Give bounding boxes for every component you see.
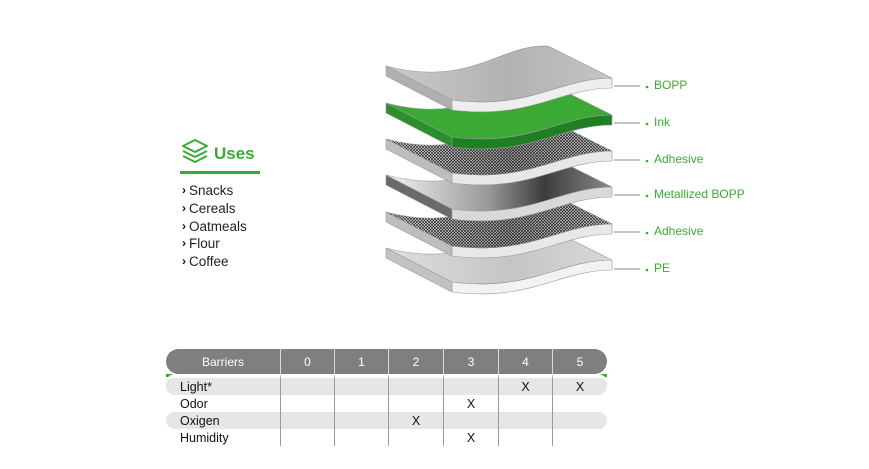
barrier-cell: X (443, 429, 498, 446)
uses-item: › Flour (182, 235, 290, 253)
barrier-cell (498, 395, 552, 412)
uses-item: › Cereals (182, 200, 290, 218)
barrier-name: Oxigen (166, 412, 280, 429)
leader-dot (645, 231, 649, 235)
leader-dot (645, 159, 649, 163)
barrier-cell (334, 412, 388, 429)
uses-header: Uses (180, 136, 290, 166)
leader-dot (645, 122, 649, 126)
barriers-header-row: Barriers 0 1 2 3 4 5 (166, 349, 607, 374)
barrier-cell (280, 429, 334, 446)
barriers-table: Barriers 0 1 2 3 4 5 Light* X X Odor X (166, 349, 607, 446)
uses-list: › Snacks › Cereals › Oatmeals › Flour › Coffe… (182, 182, 290, 271)
barrier-cell (334, 374, 388, 395)
level-header: 5 (552, 349, 607, 374)
barrier-cell (443, 412, 498, 429)
layer-shading (386, 45, 612, 102)
leader-dot (645, 268, 649, 272)
barrier-cell (280, 412, 334, 429)
uses-item: › Snacks (182, 182, 290, 200)
barrier-cell (552, 429, 607, 446)
barrier-name: Humidity (180, 430, 229, 445)
barrier-cell: X (498, 374, 552, 395)
uses-item: › Coffee (182, 253, 290, 271)
barrier-name: Light* (166, 374, 280, 395)
barrier-cell (334, 395, 388, 412)
uses-item-label: Oatmeals (189, 218, 247, 234)
barrier-cell: X (388, 412, 443, 429)
barrier-cell (552, 412, 607, 429)
layer-label-pe: PE (654, 261, 671, 275)
leader-dot (645, 85, 649, 89)
leader-dot (645, 194, 649, 198)
chevron-right-icon: › (182, 200, 186, 215)
uses-item-label: Cereals (189, 200, 236, 216)
barrier-cell (552, 395, 607, 412)
uses-item-label: Snacks (189, 183, 234, 198)
chevron-right-icon: › (182, 183, 186, 197)
layer-label-ink: Ink (654, 115, 671, 129)
chevron-right-icon: › (182, 218, 186, 233)
level-header: 1 (334, 349, 388, 374)
barrier-cell (443, 374, 498, 395)
barrier-cell (280, 395, 334, 412)
uses-panel: Uses › Snacks › Cereals › Oatmeals › Flour ›… (180, 136, 290, 271)
uses-item: › Oatmeals (182, 218, 290, 236)
chevron-right-icon: › (182, 254, 186, 269)
barrier-row-light: Light* X X (166, 374, 607, 395)
uses-divider (180, 171, 260, 174)
barrier-row-humidity: Humidity X (166, 429, 607, 446)
layer-label-bopp: BOPP (654, 78, 688, 92)
uses-title: Uses (214, 144, 255, 163)
layer-label-metallized-bopp: Metallized BOPP (654, 187, 745, 201)
barrier-cell: X (552, 374, 607, 395)
barrier-cell (280, 374, 334, 395)
layers-icon (182, 139, 208, 163)
barrier-name: Odor (180, 396, 208, 411)
layer-label-adhesive-bottom: Adhesive (654, 224, 704, 238)
barrier-row-oxigen: Oxigen X (166, 412, 607, 429)
barrier-cell: X (443, 395, 498, 412)
uses-item-label: Flour (189, 236, 220, 252)
layer-stack-diagram (385, 45, 649, 295)
barrier-row-odor: Odor X (166, 395, 607, 412)
barrier-cell (498, 429, 552, 446)
level-header: 2 (388, 349, 443, 374)
barrier-cell (388, 429, 443, 446)
uses-item-label: Coffee (189, 254, 229, 270)
barrier-cell (334, 429, 388, 446)
layer-label-adhesive-top: Adhesive (654, 152, 704, 166)
barrier-cell (388, 374, 443, 395)
chevron-right-icon: › (182, 236, 186, 251)
barriers-header-label: Barriers (166, 349, 280, 374)
level-header: 4 (498, 349, 552, 374)
barrier-cell (388, 395, 443, 412)
level-header: 3 (443, 349, 498, 374)
level-header: 0 (280, 349, 334, 374)
barrier-cell (498, 412, 552, 429)
